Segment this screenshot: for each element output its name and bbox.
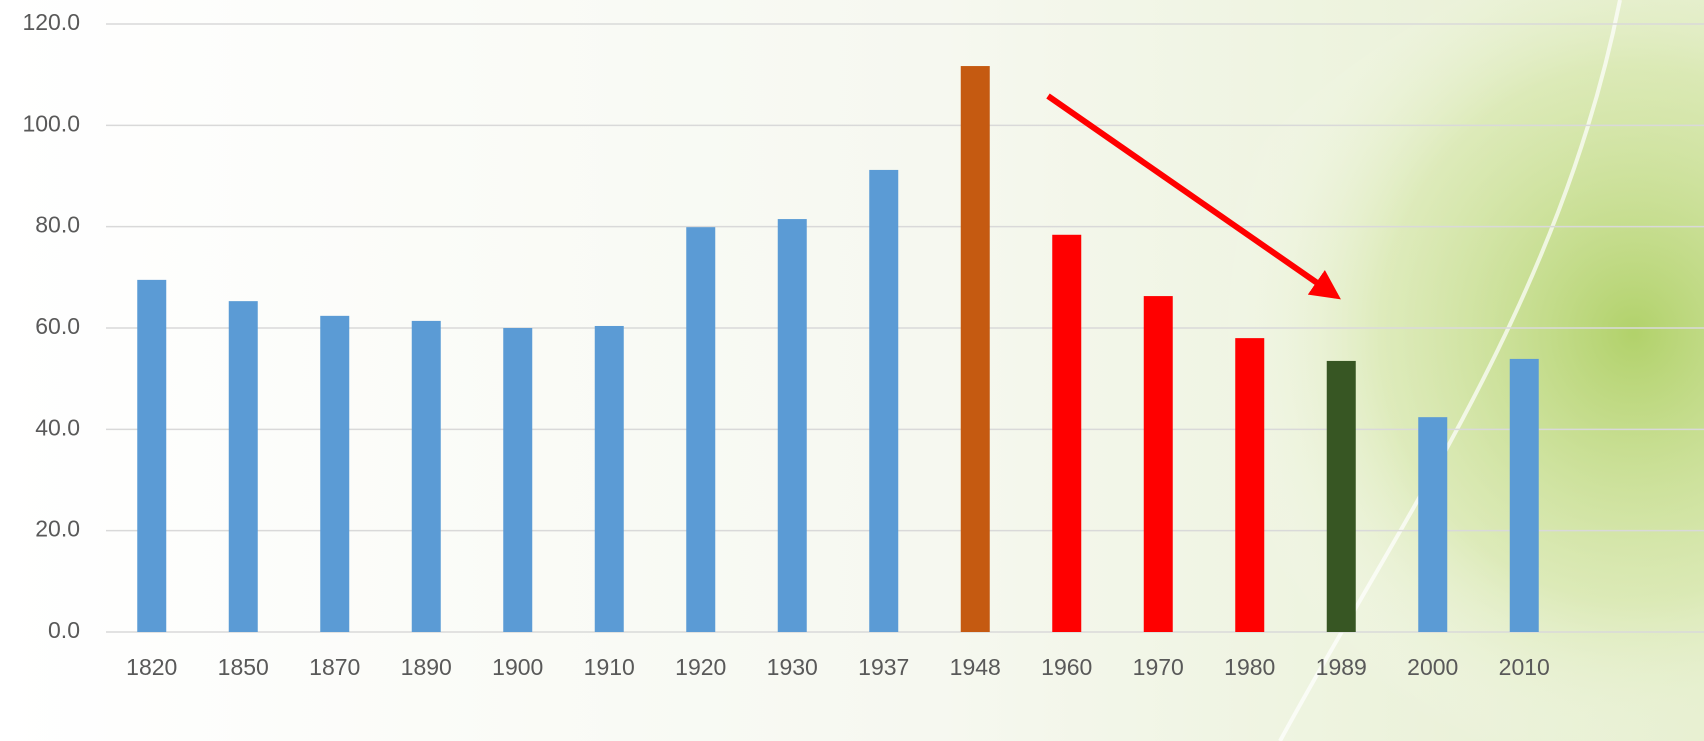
x-tick-label: 1850 <box>218 654 269 680</box>
bar <box>1418 417 1448 632</box>
bar <box>320 315 350 632</box>
x-tick-label: 1989 <box>1316 654 1367 680</box>
x-tick-label: 1980 <box>1224 654 1275 680</box>
x-tick-label: 1930 <box>767 654 818 680</box>
x-tick-label: 1890 <box>401 654 452 680</box>
bar <box>1509 358 1539 632</box>
x-tick-label: 1900 <box>492 654 543 680</box>
bar <box>960 66 990 632</box>
x-tick-label: 1920 <box>675 654 726 680</box>
x-tick-label: 1870 <box>309 654 360 680</box>
y-tick-label: 0.0 <box>48 617 80 643</box>
x-tick-label: 1948 <box>950 654 1001 680</box>
y-tick-label: 20.0 <box>35 516 80 542</box>
y-tick-label: 40.0 <box>35 414 80 440</box>
y-tick-label: 80.0 <box>35 212 80 238</box>
trend-arrow <box>1046 93 1341 300</box>
y-tick-label: 120.0 <box>22 9 80 35</box>
x-tick-label: 1937 <box>858 654 909 680</box>
bar <box>594 325 624 632</box>
bar <box>503 328 533 632</box>
bar <box>228 301 258 632</box>
bar <box>1235 338 1265 632</box>
x-tick-label: 2010 <box>1499 654 1550 680</box>
bar <box>411 320 441 632</box>
x-tick-label: 1820 <box>126 654 177 680</box>
bar <box>686 227 716 632</box>
x-tick-label: 1910 <box>584 654 635 680</box>
x-tick-label: 1970 <box>1133 654 1184 680</box>
bar <box>1326 360 1356 632</box>
background-streak <box>1278 0 1622 741</box>
y-tick-label: 60.0 <box>35 313 80 339</box>
bar <box>1052 234 1082 633</box>
x-tick-label: 1960 <box>1041 654 1092 680</box>
bar <box>869 169 899 633</box>
x-tick-label: 2000 <box>1407 654 1458 680</box>
bar <box>137 279 167 632</box>
bar <box>1143 296 1173 632</box>
bar <box>777 219 807 633</box>
y-tick-label: 100.0 <box>22 110 80 136</box>
